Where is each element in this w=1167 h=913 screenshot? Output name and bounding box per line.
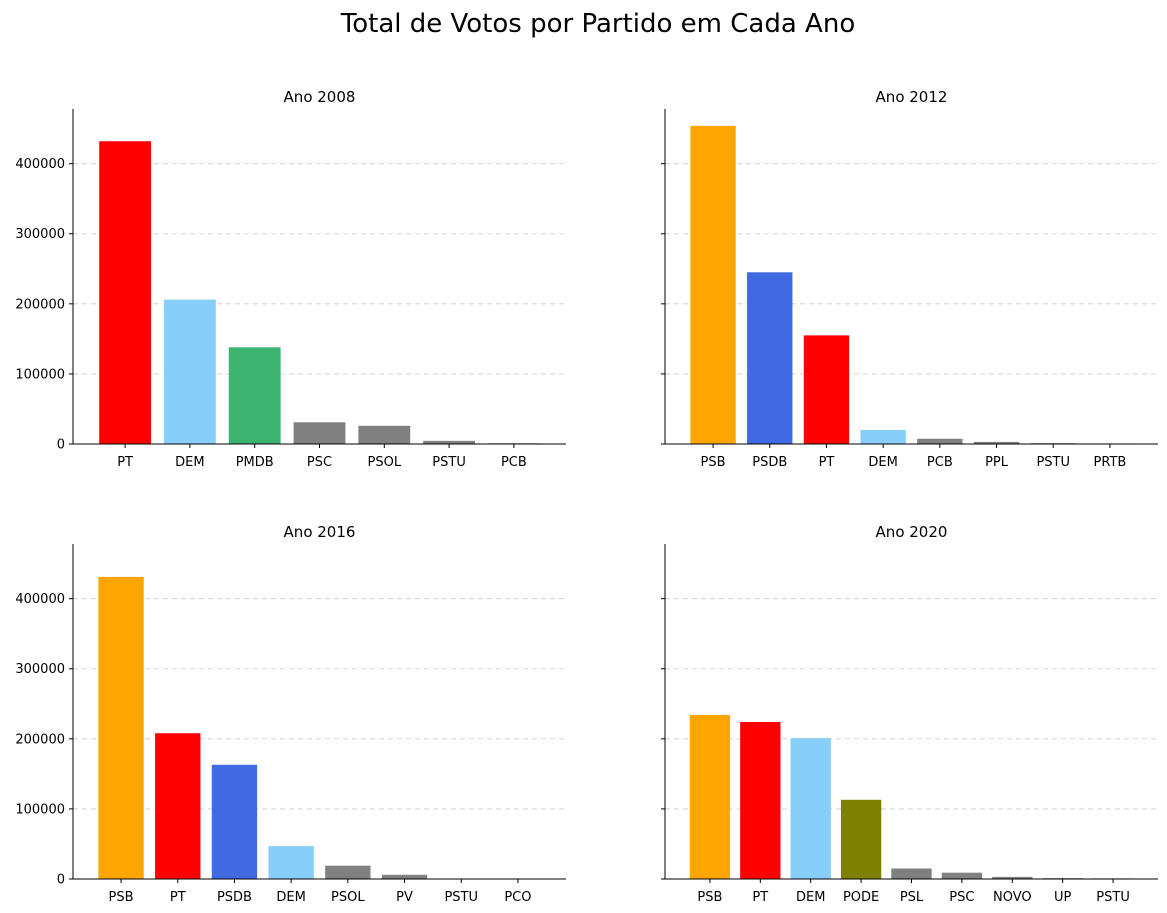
chart-panel-3: 0 100000 200000 300000 400000 PSB PT PSDB DEM PSO…	[15, 523, 566, 905]
panel-title: Ano 2012	[876, 88, 948, 106]
x-tick-label: PCB	[501, 455, 527, 470]
panel-title: Ano 2016	[284, 523, 356, 541]
x-tick-label: DEM	[175, 455, 204, 470]
chart-panel-1: 0 100000 200000 300000 400000 PT DEM PMDB PSC PSO…	[15, 88, 566, 470]
x-tick-label: PPL	[985, 455, 1009, 470]
x-tick-label: PSTU	[1036, 455, 1070, 470]
bar-psc	[941, 872, 983, 879]
chart-panel-2: PSB PSDB PT DEM PCB PPL PSTU PRTB Ano 2012	[661, 88, 1158, 470]
x-tick-label: PCO	[504, 890, 531, 905]
bar-pt	[155, 733, 201, 879]
y-tick-label: 200000	[15, 297, 65, 312]
bar-psb	[690, 125, 736, 445]
y-tick-label: 400000	[15, 157, 65, 172]
panel-title: Ano 2008	[284, 88, 356, 106]
bar-psc	[293, 422, 346, 444]
x-tick-label: PSDB	[752, 455, 787, 470]
x-tick-label: PMDB	[236, 455, 274, 470]
x-tick-label: PSOL	[331, 890, 365, 905]
x-tick-label: DEM	[796, 890, 825, 905]
bar-psdb	[747, 272, 793, 444]
bar-psb	[689, 715, 731, 879]
x-tick-label: PT	[752, 890, 768, 905]
chart-panel-4: PSB PT DEM PODE PSL PSC NOVO UP PSTU Ano 2020	[661, 523, 1158, 905]
figure-suptitle: Total de Votos por Partido em Cada Ano	[340, 9, 855, 39]
y-tick-label: 0	[57, 873, 65, 888]
x-tick-label: PSB	[109, 890, 134, 905]
x-tick-label: NOVO	[993, 890, 1032, 905]
x-tick-label: PSB	[697, 890, 722, 905]
bar-pcb	[917, 438, 963, 444]
x-tick-label: PRTB	[1094, 455, 1127, 470]
bar-psol	[358, 425, 411, 444]
bar-psb	[98, 576, 144, 879]
x-tick-label: PV	[396, 890, 413, 905]
y-tick-label: 200000	[15, 732, 65, 747]
bar-dem	[163, 299, 216, 444]
bar-ppl	[973, 441, 1020, 444]
bar-psol	[325, 865, 371, 879]
x-tick-label: PODE	[843, 890, 879, 905]
x-tick-label: PCB	[927, 455, 953, 470]
bar-dem	[268, 846, 314, 879]
chart-panels: 0 100000 200000 300000 400000 PT DEM PMDB PSC PSO…	[15, 88, 1158, 905]
x-tick-label: DEM	[276, 890, 305, 905]
x-tick-label: PT	[117, 455, 133, 470]
y-tick-label: 400000	[15, 592, 65, 607]
y-tick-label: 100000	[15, 802, 65, 817]
bar-novo	[992, 876, 1033, 879]
x-tick-label: PSOL	[368, 455, 402, 470]
bar-pstu	[423, 440, 476, 444]
x-tick-label: UP	[1054, 890, 1072, 905]
x-tick-label: PSTU	[444, 890, 478, 905]
bar-psdb	[211, 764, 258, 879]
x-tick-label: PSC	[949, 890, 974, 905]
bar-psl	[891, 868, 932, 879]
bar-dem	[790, 738, 831, 879]
x-tick-label: PSTU	[432, 455, 466, 470]
bar-pt	[99, 141, 152, 444]
bar-pode	[840, 799, 882, 879]
bar-dem	[860, 429, 906, 444]
y-tick-label: 300000	[15, 227, 65, 242]
y-tick-label: 300000	[15, 662, 65, 677]
y-tick-label: 0	[57, 438, 65, 453]
x-tick-label: PT	[170, 890, 186, 905]
y-tick-label: 100000	[15, 367, 65, 382]
bar-pmdb	[228, 347, 281, 444]
x-tick-label: PSDB	[217, 890, 252, 905]
x-tick-label: PSB	[701, 455, 726, 470]
x-tick-label: PSC	[307, 455, 332, 470]
bar-pt	[740, 722, 781, 879]
x-tick-label: PSTU	[1096, 890, 1130, 905]
panel-title: Ano 2020	[876, 523, 948, 541]
bar-pt	[803, 335, 850, 444]
x-tick-label: PSL	[900, 890, 924, 905]
bar-pv	[381, 874, 428, 879]
x-tick-label: PT	[819, 455, 835, 470]
x-tick-label: DEM	[868, 455, 897, 470]
